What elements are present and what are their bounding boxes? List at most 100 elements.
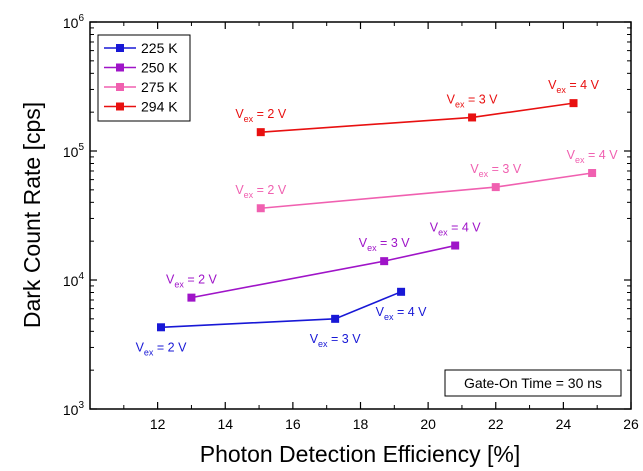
point-label-main: V <box>136 340 145 354</box>
legend-label: 250 K <box>141 60 178 76</box>
legend-label: 294 K <box>141 99 178 115</box>
point-label-rest: = 4 V <box>585 148 619 162</box>
x-tick-label: 14 <box>217 416 233 432</box>
y-tick-base: 10 <box>63 144 79 160</box>
series-point <box>256 204 265 213</box>
point-label-sub: ex <box>244 190 254 200</box>
point-label: Vex = 2 V <box>235 107 287 124</box>
point-label-rest: = 3 V <box>377 236 411 250</box>
series-point <box>380 257 389 266</box>
point-label: Vex = 3 V <box>447 92 499 109</box>
point-label-main: V <box>376 305 385 319</box>
point-label-sub: ex <box>455 99 465 109</box>
point-label-sub: ex <box>244 114 254 124</box>
point-label-rest: = 2 V <box>253 183 287 197</box>
legend-marker <box>116 102 124 111</box>
legend: 225 K 250 K 275 K 294 K <box>97 34 191 122</box>
point-label: Vex = 2 V <box>136 340 188 357</box>
point-label-main: V <box>310 332 319 346</box>
y-tick-base: 10 <box>63 273 79 289</box>
point-label-rest: = 3 V <box>328 332 362 346</box>
x-axis-label: Photon Detection Efficiency [%] <box>200 441 520 467</box>
point-label-rest: = 2 V <box>153 340 187 354</box>
point-label-main: V <box>567 148 576 162</box>
y-tick-exponent: 4 <box>78 271 84 282</box>
point-label: Vex = 4 V <box>376 305 428 322</box>
point-label-main: V <box>470 162 479 176</box>
point-label: Vex = 4 V <box>548 78 600 95</box>
point-label-main: V <box>359 236 368 250</box>
point-label: Vex = 4 V <box>430 221 482 238</box>
y-tick-label: 106 <box>63 13 85 31</box>
y-tick-label: 104 <box>63 271 85 289</box>
legend-frame <box>97 34 191 122</box>
point-label-rest: = 2 V <box>253 107 287 121</box>
x-tick-label: 16 <box>285 416 301 432</box>
point-label: Vex = 4 V <box>567 148 619 165</box>
point-label-sub: ex <box>479 169 489 179</box>
point-label-rest: = 2 V <box>184 273 218 287</box>
point-label: Vex = 3 V <box>359 236 411 253</box>
point-label-rest: = 3 V <box>488 162 522 176</box>
point-label-main: V <box>447 92 456 106</box>
point-label-sub: ex <box>144 347 154 357</box>
point-label: Vex = 3 V <box>470 162 522 179</box>
point-label-main: V <box>430 221 439 235</box>
point-label-sub: ex <box>575 155 585 165</box>
point-label-rest: = 4 V <box>566 78 600 92</box>
series-layer <box>157 99 597 332</box>
point-label-rest: = 3 V <box>465 92 499 106</box>
y-tick-exponent: 6 <box>78 13 84 24</box>
series-point <box>451 241 460 250</box>
annotation-frame <box>444 369 622 397</box>
series-point <box>397 287 406 296</box>
point-label-sub: ex <box>556 85 566 95</box>
x-tick-label: 12 <box>150 416 166 432</box>
legend-label: 225 K <box>141 40 178 56</box>
series-line <box>260 172 593 210</box>
plot-frame <box>89 21 632 410</box>
x-tick-label: 26 <box>623 416 639 432</box>
legend-marker <box>116 44 124 52</box>
series-line <box>191 244 456 299</box>
point-label-main: V <box>166 273 175 287</box>
point-label-rest: = 4 V <box>448 221 482 235</box>
y-tick-exponent: 5 <box>78 142 84 153</box>
legend-label: 275 K <box>141 79 178 95</box>
x-tick-label: 20 <box>420 416 436 432</box>
series-point <box>569 99 578 108</box>
series-point <box>468 113 477 122</box>
annotation-box: Gate-On Time = 30 ns <box>444 369 622 397</box>
point-label-main: V <box>235 183 244 197</box>
point-label-sub: ex <box>174 280 184 290</box>
point-label: Vex = 2 V <box>166 273 218 290</box>
y-tick-base: 10 <box>63 15 79 31</box>
x-tick-label: 22 <box>488 416 504 432</box>
point-label: Vex = 2 V <box>235 183 287 200</box>
x-tick-label: 18 <box>353 416 369 432</box>
point-label-main: V <box>548 78 557 92</box>
point-label-rest: = 4 V <box>393 305 427 319</box>
series-point <box>187 293 196 302</box>
series-point <box>491 183 500 192</box>
point-label-sub: ex <box>384 312 394 322</box>
point-label-sub: ex <box>438 228 448 238</box>
y-tick-base: 10 <box>63 402 79 418</box>
x-tick-label: 24 <box>556 416 572 432</box>
point-label-sub: ex <box>367 243 377 253</box>
y-axis-label: Dark Count Rate [cps] <box>19 102 45 328</box>
series-point <box>331 314 340 323</box>
series-point <box>157 323 166 332</box>
point-label-sub: ex <box>318 339 328 349</box>
y-tick-exponent: 3 <box>78 400 84 411</box>
series-point <box>588 169 597 178</box>
annotation-text: Gate-On Time = 30 ns <box>464 375 602 391</box>
y-tick-label: 103 <box>63 400 85 418</box>
series-line <box>260 102 574 133</box>
legend-marker <box>116 83 124 91</box>
point-label-main: V <box>235 107 244 121</box>
point-label: Vex = 3 V <box>310 332 362 349</box>
